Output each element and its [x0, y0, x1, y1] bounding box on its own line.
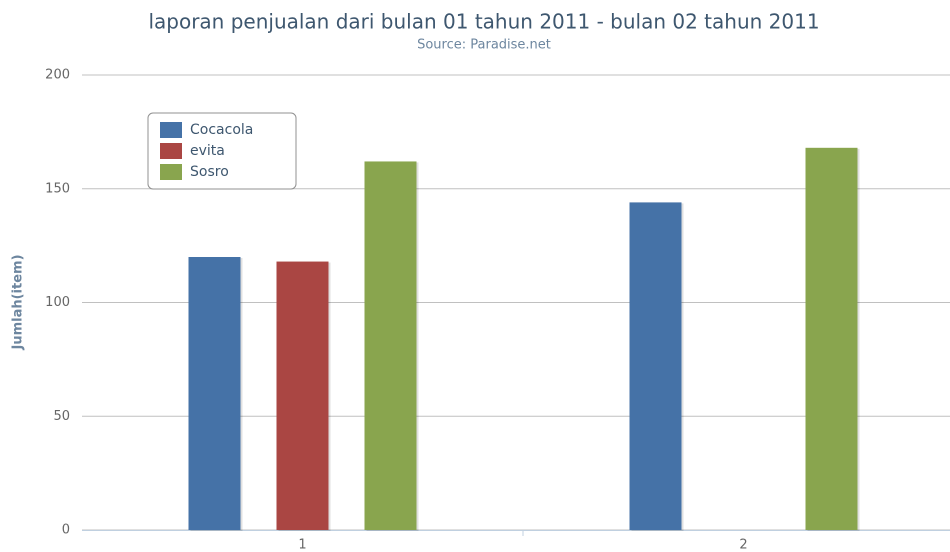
chart-subtitle: Source: Paradise.net — [417, 38, 551, 53]
y-tick-label: 0 — [62, 523, 70, 538]
legend-swatch — [160, 143, 182, 159]
bar — [805, 147, 858, 531]
x-tick-label: 2 — [739, 538, 747, 552]
y-axis-title: Jumlah(item) — [11, 254, 26, 350]
y-tick-label: 200 — [45, 68, 70, 83]
y-tick-label: 100 — [45, 295, 70, 310]
bar — [629, 202, 682, 530]
legend-label: evita — [190, 143, 225, 159]
bar — [188, 257, 241, 530]
legend-label: Sosro — [190, 164, 229, 180]
legend-swatch — [160, 164, 182, 180]
y-tick-label: 150 — [45, 181, 70, 196]
bar — [364, 161, 417, 530]
legend-swatch — [160, 122, 182, 138]
legend-box — [147, 112, 297, 190]
chart-title: laporan penjualan dari bulan 01 tahun 20… — [148, 10, 819, 34]
bar — [276, 261, 329, 530]
x-tick-label: 1 — [298, 538, 306, 552]
legend-label: Cocacola — [190, 122, 253, 138]
y-tick-label: 50 — [53, 409, 70, 424]
